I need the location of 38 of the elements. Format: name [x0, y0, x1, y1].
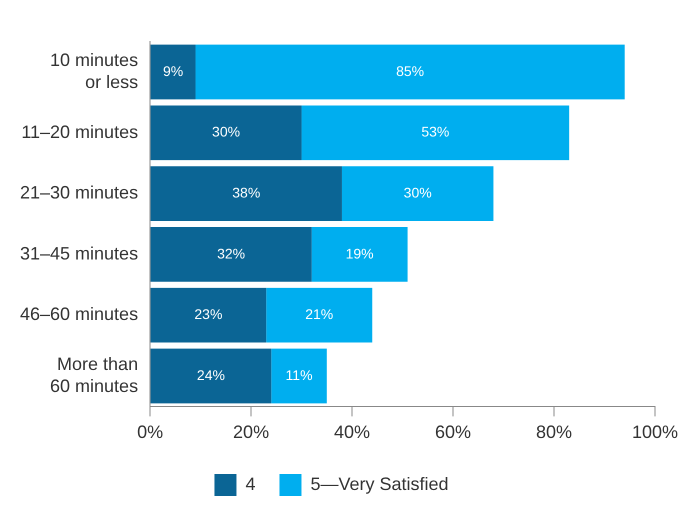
data-label: 53%	[421, 124, 450, 140]
data-label: 32%	[217, 245, 246, 262]
data-label: 30%	[404, 184, 432, 200]
bar	[342, 166, 494, 221]
bar	[150, 227, 312, 282]
legend-label: 4	[245, 474, 256, 494]
y-tick-label: 10 minutes or less	[50, 50, 138, 92]
data-label: 21%	[305, 306, 334, 322]
bar	[196, 44, 625, 100]
y-tick-label: 46–60 minutes	[20, 304, 138, 324]
data-label: 9%	[162, 62, 184, 79]
y-tick-label: 21–30 minutes	[20, 182, 138, 203]
x-tick-label: 20%	[233, 422, 270, 442]
data-label: 19%	[346, 245, 374, 262]
data-label: 30%	[212, 124, 240, 140]
bar	[271, 348, 327, 404]
x-tick-label: 60%	[435, 422, 472, 442]
x-tick-label: 40%	[334, 422, 370, 442]
bar	[266, 288, 372, 343]
y-tick-label: More than 60 minutes	[50, 354, 138, 396]
x-tick-label: 0%	[137, 422, 164, 442]
bar	[312, 227, 408, 282]
data-label: 24%	[196, 366, 225, 383]
x-tick-label: 80%	[536, 422, 572, 442]
x-tick-label: 100%	[632, 422, 678, 442]
bar	[150, 105, 302, 160]
bar	[150, 288, 266, 343]
data-label: 23%	[194, 306, 222, 322]
y-tick-label: 11–20 minutes	[21, 122, 138, 142]
data-label: 11%	[286, 366, 313, 383]
bar	[150, 44, 196, 100]
bar	[150, 348, 272, 404]
bar	[150, 166, 342, 221]
y-tick-label: 31–45 minutes	[20, 243, 138, 264]
bar	[302, 105, 570, 160]
legend-label: 5—Very Satisfied	[310, 474, 449, 494]
data-label: 38%	[232, 184, 260, 200]
data-label: 85%	[396, 62, 424, 79]
